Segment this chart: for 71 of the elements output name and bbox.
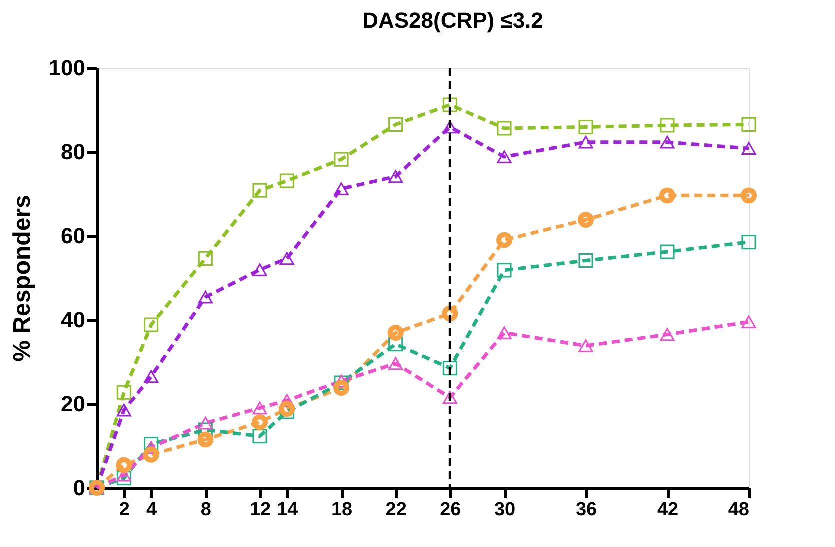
x-tick-label: 30 — [494, 500, 516, 520]
point — [198, 422, 213, 438]
point — [116, 471, 132, 486]
point — [578, 254, 594, 268]
point — [198, 416, 213, 430]
point — [497, 121, 512, 136]
y-tick-label: 100 — [48, 56, 86, 80]
point — [116, 385, 132, 400]
point — [442, 98, 458, 112]
point — [198, 432, 214, 448]
point — [442, 361, 458, 376]
point — [660, 244, 675, 260]
x-tick-label: 4 — [146, 500, 158, 520]
point — [252, 183, 268, 198]
y-tick-label: 20 — [61, 392, 86, 416]
point — [742, 316, 756, 328]
point — [660, 188, 676, 204]
point — [334, 152, 349, 167]
point — [252, 402, 268, 415]
point — [334, 380, 350, 396]
y-tick-label: 40 — [61, 308, 86, 332]
point — [578, 212, 594, 228]
point — [742, 142, 756, 156]
x-tick-label: 8 — [200, 500, 212, 520]
point — [388, 357, 404, 370]
point — [280, 252, 294, 266]
point — [252, 414, 268, 430]
x-tick-label: 36 — [576, 500, 598, 520]
chart-title: DAS28(CRP) ≤3.2 — [362, 8, 544, 33]
point — [334, 182, 349, 196]
point — [143, 446, 160, 463]
y-tick-label: 80 — [61, 140, 86, 164]
point — [252, 429, 268, 444]
point — [198, 251, 213, 266]
point — [660, 328, 675, 342]
point — [578, 340, 594, 352]
point — [742, 235, 756, 250]
point — [198, 290, 213, 304]
point — [442, 391, 458, 404]
x-tick-label: 14 — [277, 500, 299, 520]
point — [660, 118, 675, 133]
point — [497, 150, 512, 164]
y-tick-label: 60 — [61, 224, 86, 248]
x-tick-label: 12 — [250, 500, 272, 520]
point — [144, 318, 159, 332]
point — [660, 136, 675, 149]
point — [496, 232, 512, 248]
point — [388, 117, 404, 132]
point — [116, 404, 132, 417]
point — [442, 120, 458, 134]
x-tick-label: 2 — [119, 500, 130, 520]
x-tick-label: 22 — [386, 500, 407, 520]
point — [578, 136, 594, 149]
point — [279, 401, 296, 418]
point — [280, 174, 294, 188]
point — [497, 263, 512, 278]
y-axis-title: % Responders — [8, 195, 36, 362]
point — [742, 117, 756, 132]
point — [578, 120, 594, 134]
x-tick-label: 18 — [331, 500, 353, 520]
x-tick-label: 42 — [657, 500, 679, 520]
point — [497, 326, 512, 340]
x-tick-label: 26 — [440, 500, 462, 520]
point — [741, 188, 757, 204]
point — [388, 170, 404, 184]
point — [144, 370, 159, 384]
x-tick-label: 48 — [728, 500, 750, 520]
point — [388, 325, 404, 341]
y-tick-label: 0 — [73, 476, 86, 500]
point — [252, 264, 268, 276]
point — [116, 457, 132, 474]
